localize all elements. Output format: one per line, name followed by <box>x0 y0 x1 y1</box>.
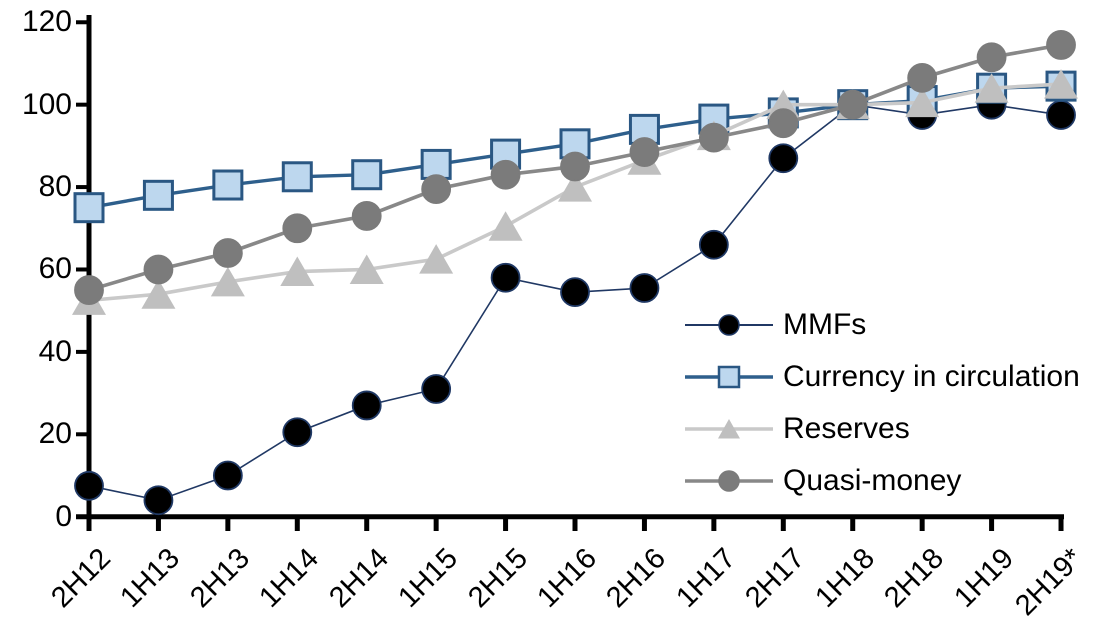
data-point-marker <box>212 169 244 201</box>
y-axis-tick-label: 20 <box>38 417 72 451</box>
data-point-marker <box>974 73 1009 103</box>
legend-marker <box>718 419 740 439</box>
data-point-marker <box>210 266 245 297</box>
data-point-marker <box>74 275 104 305</box>
data-point-marker <box>1046 30 1076 60</box>
y-axis-tick-label: 100 <box>21 87 72 121</box>
data-point-marker <box>1046 100 1076 130</box>
data-point-marker <box>560 277 590 308</box>
y-axis-tick-label: 120 <box>21 5 72 39</box>
y-axis-tick-label: 40 <box>38 334 72 368</box>
legend-label: Currency in circulation <box>783 360 1080 393</box>
legend-label: Quasi-money <box>783 464 962 497</box>
data-point-marker <box>768 143 799 174</box>
data-point-marker <box>1044 69 1079 99</box>
data-point-marker <box>351 390 382 421</box>
data-point-marker <box>488 211 523 241</box>
data-point-marker <box>420 148 452 180</box>
data-point-marker <box>629 273 660 303</box>
data-point-marker <box>421 374 452 404</box>
data-point-marker <box>212 238 243 268</box>
legend-label: MMFs <box>783 308 867 341</box>
data-point-marker <box>698 122 729 153</box>
data-point-marker <box>976 42 1007 73</box>
data-point-marker <box>558 172 593 202</box>
data-point-marker <box>351 201 382 231</box>
data-point-marker <box>282 417 313 448</box>
data-point-marker <box>349 254 384 284</box>
data-point-marker <box>907 62 938 93</box>
series-mmfs <box>74 89 1076 516</box>
legend-marker <box>718 314 740 336</box>
legend-marker <box>718 470 740 492</box>
data-point-marker <box>560 151 590 182</box>
data-point-marker <box>142 179 174 211</box>
data-point-marker <box>490 159 521 190</box>
data-point-marker <box>141 279 176 309</box>
legend-item-quasi-money: Quasi-money <box>685 455 1080 507</box>
series-quasi-money <box>74 30 1076 305</box>
reserves-legend-marker-icon <box>685 419 773 439</box>
legend-label: Reserves <box>783 412 910 445</box>
y-axis-tick-label: 80 <box>38 170 72 204</box>
legend-item-currency-in-circulation: Currency in circulation <box>685 351 1080 403</box>
mmfs-legend-marker-icon <box>685 314 773 336</box>
data-point-marker <box>837 89 868 120</box>
data-point-marker <box>282 213 313 244</box>
legend: MMFs Currency in circulation Reserves Qu… <box>685 299 1080 507</box>
data-point-marker <box>143 254 174 285</box>
data-point-marker <box>905 87 940 118</box>
data-point-marker <box>73 192 105 224</box>
legend-marker <box>717 365 741 389</box>
legend-item-mmfs: MMFs <box>685 299 1080 351</box>
y-axis-tick-label: 60 <box>38 252 72 286</box>
data-point-marker <box>280 256 315 287</box>
data-point-marker <box>490 262 521 293</box>
legend-item-reserves: Reserves <box>685 403 1080 455</box>
data-point-marker <box>419 244 454 274</box>
data-point-marker <box>768 108 799 139</box>
data-point-marker <box>143 485 174 516</box>
data-point-marker <box>421 174 452 205</box>
data-point-marker <box>74 470 104 501</box>
quasi-money-legend-marker-icon <box>685 470 773 492</box>
data-point-marker <box>629 137 660 167</box>
currency-legend-marker-icon <box>685 365 773 389</box>
data-point-marker <box>281 161 313 193</box>
data-point-marker <box>212 460 243 491</box>
y-axis-tick-label: 0 <box>55 499 72 533</box>
data-point-marker <box>351 159 383 191</box>
data-point-marker <box>698 229 729 260</box>
